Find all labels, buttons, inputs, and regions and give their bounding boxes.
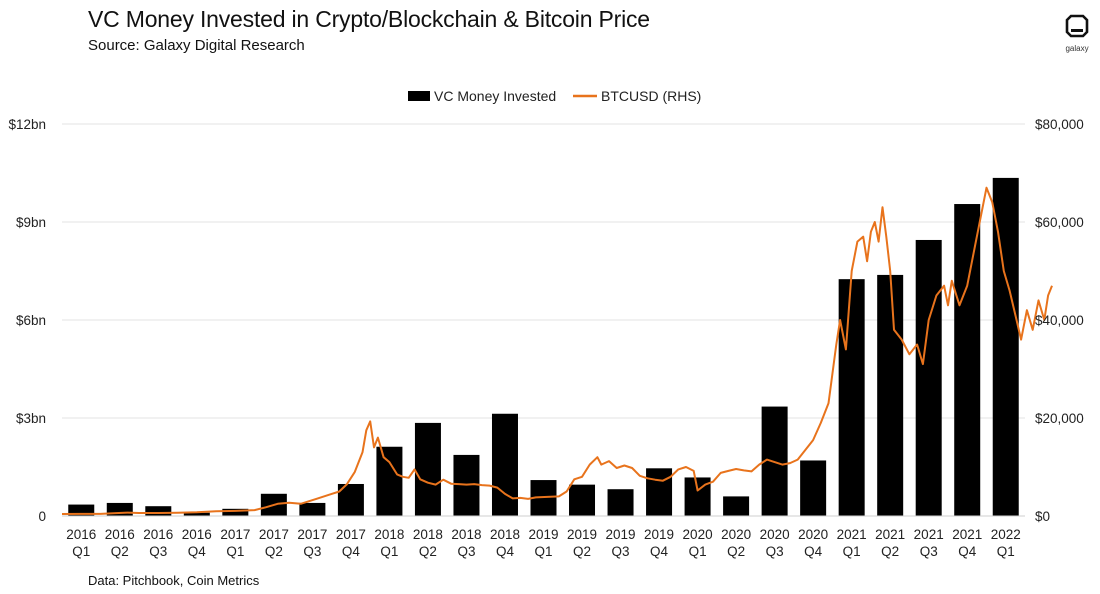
left-axis-tick-label: $9bn (16, 215, 46, 230)
x-axis-year-label: 2016 (143, 527, 173, 542)
bar-series (68, 177, 1019, 517)
x-axis-year-label: 2017 (297, 527, 327, 542)
x-axis-quarter-label: Q3 (920, 544, 938, 559)
x-axis-year-label: 2020 (721, 527, 751, 542)
galaxy-logo-icon (1065, 14, 1089, 38)
x-axis-quarter-label: Q3 (612, 544, 630, 559)
x-axis-year-label: 2020 (798, 527, 828, 542)
left-axis-tick-label: $12bn (8, 117, 46, 132)
x-axis-year-label: 2017 (336, 527, 366, 542)
x-axis-quarter-label: Q1 (843, 544, 861, 559)
chart-title: VC Money Invested in Crypto/Blockchain &… (88, 6, 650, 32)
x-axis-quarter-label: Q3 (766, 544, 784, 559)
chart-subtitle: Source: Galaxy Digital Research (88, 37, 305, 54)
x-axis-quarter-label: Q1 (997, 544, 1015, 559)
x-axis-quarter-label: Q1 (534, 544, 552, 559)
x-axis-quarter-label: Q3 (457, 544, 475, 559)
x-axis-quarter-label: Q1 (689, 544, 707, 559)
legend: VC Money Invested BTCUSD (RHS) (408, 88, 701, 104)
x-axis-year-label: 2017 (220, 527, 250, 542)
x-axis-quarter-label: Q2 (419, 544, 437, 559)
x-axis-year-label: 2019 (644, 527, 674, 542)
x-axis-quarter-label: Q4 (804, 544, 823, 559)
left-axis-tick-label: 0 (38, 509, 46, 524)
x-axis-year-label: 2021 (914, 527, 944, 542)
x-axis-year-label: 2017 (259, 527, 289, 542)
x-axis-quarter-label: Q1 (72, 544, 90, 559)
x-axis-quarter-label: Q4 (188, 544, 207, 559)
left-axis-tick-label: $3bn (16, 411, 46, 426)
legend-label-vc: VC Money Invested (434, 88, 556, 104)
bar (607, 489, 634, 516)
galaxy-logo: galaxy (1060, 14, 1094, 53)
x-axis-year-label: 2021 (952, 527, 982, 542)
bar (299, 502, 326, 516)
x-axis-year-label: 2020 (760, 527, 790, 542)
btc-price-line (61, 186, 1053, 515)
x-axis-quarter-label: Q2 (727, 544, 745, 559)
left-axis-tick-label: $6bn (16, 313, 46, 328)
x-axis-quarter-label: Q4 (342, 544, 361, 559)
x-axis-year-label: 2019 (567, 527, 597, 542)
bar (954, 204, 981, 517)
x-axis-quarter-label: Q4 (650, 544, 669, 559)
right-axis-tick-label: $0 (1035, 509, 1050, 524)
bar (68, 504, 95, 516)
right-axis-tick-label: $40,000 (1035, 313, 1084, 328)
bar (877, 274, 904, 516)
x-axis-year-label: 2016 (105, 527, 135, 542)
right-axis-tick-label: $60,000 (1035, 215, 1084, 230)
x-axis-year-label: 2018 (413, 527, 443, 542)
bar (646, 468, 673, 516)
bar (145, 506, 172, 516)
x-axis-quarter-label: Q2 (881, 544, 899, 559)
bar (183, 512, 210, 516)
x-axis-year-label: 2019 (528, 527, 558, 542)
bar (838, 279, 865, 516)
bar (915, 239, 942, 516)
x-axis-year-label: 2016 (182, 527, 212, 542)
x-axis-year-label: 2020 (683, 527, 713, 542)
x-axis-quarter-label: Q4 (958, 544, 977, 559)
galaxy-logo-text: galaxy (1065, 44, 1089, 53)
x-axis-quarter-label: Q4 (496, 544, 515, 559)
x-axis-quarter-label: Q2 (111, 544, 129, 559)
bar (491, 413, 518, 516)
bar (800, 460, 827, 516)
x-axis-year-label: 2018 (451, 527, 481, 542)
x-axis-quarter-label: Q3 (149, 544, 167, 559)
legend-bar-swatch (408, 91, 430, 101)
bar (414, 422, 441, 516)
data-source-note: Data: Pitchbook, Coin Metrics (88, 573, 260, 588)
x-axis-year-label: 2021 (875, 527, 905, 542)
line-series (61, 186, 1053, 515)
x-axis-quarter-label: Q2 (573, 544, 591, 559)
x-axis-quarter-label: Q1 (226, 544, 244, 559)
x-axis-year-label: 2021 (837, 527, 867, 542)
bar (376, 446, 403, 516)
bar (992, 177, 1019, 516)
x-axis-year-label: 2016 (66, 527, 96, 542)
x-axis-year-label: 2018 (374, 527, 404, 542)
x-axis-quarter-label: Q3 (303, 544, 321, 559)
right-axis-tick-label: $80,000 (1035, 117, 1084, 132)
bar (723, 496, 750, 516)
bar (569, 484, 596, 516)
x-axis-year-label: 2019 (606, 527, 636, 542)
axes: 0 $3bn $6bn $9bn $12bn $0 $20,000 $40,000 $60,00… (8, 117, 1083, 559)
right-axis-tick-label: $20,000 (1035, 411, 1084, 426)
x-axis-quarter-label: Q1 (380, 544, 398, 559)
legend-label-btc: BTCUSD (RHS) (601, 88, 701, 104)
x-axis-quarter-label: Q2 (265, 544, 283, 559)
x-axis-year-label: 2018 (490, 527, 520, 542)
x-axis-year-label: 2022 (991, 527, 1021, 542)
bar (222, 508, 249, 516)
